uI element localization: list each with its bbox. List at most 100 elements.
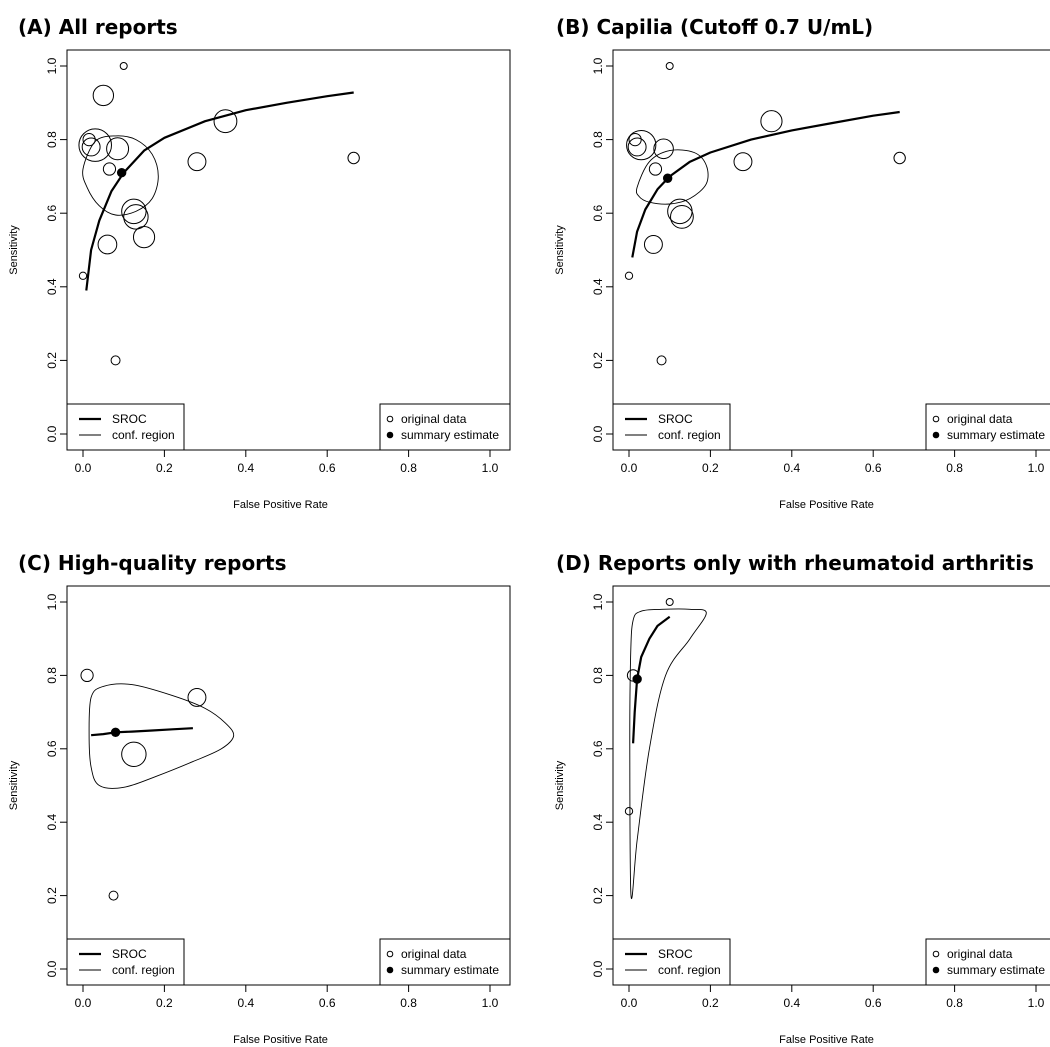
x-tick-label: 1.0 bbox=[482, 996, 499, 1010]
data-point bbox=[123, 204, 149, 230]
x-tick-label: 0.2 bbox=[156, 461, 173, 475]
x-axis-label: False Positive Rate bbox=[779, 499, 874, 511]
legend-label: SROC bbox=[112, 947, 147, 961]
confidence-region bbox=[82, 135, 159, 216]
x-tick-label: 1.0 bbox=[482, 461, 499, 475]
plot-frame bbox=[66, 585, 511, 986]
data-point bbox=[80, 668, 94, 683]
legend-label: summary estimate bbox=[947, 428, 1045, 442]
legend-swatch-original bbox=[932, 415, 940, 423]
y-tick-label: 0.0 bbox=[591, 960, 605, 977]
legend-swatch-summary bbox=[386, 431, 394, 439]
legend-swatch-original bbox=[386, 950, 394, 958]
data-point bbox=[132, 226, 156, 249]
chart-title: (B) Capilia (Cutoff 0.7 U/mL) bbox=[556, 15, 873, 39]
y-tick-label: 0.4 bbox=[591, 278, 605, 295]
data-point bbox=[121, 741, 147, 768]
legend-label: summary estimate bbox=[947, 963, 1045, 977]
legend-right: original data summary estimate bbox=[379, 938, 511, 986]
data-point bbox=[656, 355, 667, 366]
data-point bbox=[643, 235, 663, 254]
x-tick-label: 0.0 bbox=[75, 461, 92, 475]
data-point bbox=[106, 137, 130, 161]
data-point bbox=[670, 204, 694, 229]
plot-area bbox=[80, 668, 235, 901]
sroc-curve bbox=[632, 615, 671, 744]
x-tick-label: 0.2 bbox=[702, 996, 719, 1010]
data-point bbox=[213, 109, 238, 134]
x-axis-label: False Positive Rate bbox=[233, 499, 328, 511]
legend-left: SROC conf. region bbox=[612, 403, 731, 451]
y-tick-label: 0.2 bbox=[591, 887, 605, 904]
sroc-curve bbox=[85, 91, 354, 291]
confidence-region bbox=[629, 608, 707, 899]
x-axis-label: False Positive Rate bbox=[233, 1034, 328, 1046]
data-point bbox=[893, 151, 906, 165]
legend-swatch-summary bbox=[386, 966, 394, 974]
chart-panel-1: (A) All reports 0.0 0.2 0.4 0.6 0.8 1.0 0.0 0.2 0… bbox=[8, 15, 511, 511]
y-tick-label: 1.0 bbox=[591, 57, 605, 74]
x-tick-label: 0.4 bbox=[783, 461, 800, 475]
legend-label: summary estimate bbox=[401, 963, 499, 977]
y-tick-label: 1.0 bbox=[45, 593, 59, 610]
x-tick-label: 0.4 bbox=[237, 461, 254, 475]
y-tick-label: 0.0 bbox=[45, 425, 59, 442]
plot-frame bbox=[612, 585, 1050, 986]
summary-estimate-point bbox=[110, 727, 121, 737]
x-tick-label: 0.0 bbox=[75, 996, 92, 1010]
data-point bbox=[121, 198, 147, 225]
confidence-region bbox=[88, 683, 235, 789]
x-tick-label: 0.6 bbox=[865, 996, 882, 1010]
data-point bbox=[119, 62, 128, 70]
legend-label: SROC bbox=[658, 947, 693, 961]
legend-swatch-original bbox=[386, 415, 394, 423]
y-axis-label: Sensitivity bbox=[554, 760, 566, 810]
data-point bbox=[653, 138, 674, 160]
data-point bbox=[648, 162, 663, 176]
y-tick-label: 0.8 bbox=[591, 131, 605, 148]
data-point bbox=[665, 598, 674, 606]
data-point bbox=[628, 132, 642, 147]
data-point bbox=[665, 62, 674, 70]
data-point bbox=[347, 151, 360, 165]
data-point bbox=[97, 234, 118, 255]
plot-frame bbox=[66, 49, 511, 451]
x-tick-label: 0.4 bbox=[783, 996, 800, 1010]
y-tick-label: 0.4 bbox=[45, 278, 59, 295]
y-tick-label: 0.4 bbox=[591, 814, 605, 831]
chart-title: (A) All reports bbox=[18, 15, 178, 39]
summary-estimate-point bbox=[632, 674, 642, 684]
chart-title: (D) Reports only with rheumatoid arthrit… bbox=[556, 551, 1034, 575]
y-tick-label: 0.6 bbox=[45, 740, 59, 757]
x-axis-label: False Positive Rate bbox=[779, 1034, 874, 1046]
y-tick-label: 0.4 bbox=[45, 814, 59, 831]
legend-label: SROC bbox=[112, 412, 147, 426]
data-point bbox=[624, 271, 634, 280]
confidence-region bbox=[635, 149, 709, 205]
x-tick-label: 0.8 bbox=[400, 461, 417, 475]
data-point bbox=[187, 152, 207, 172]
y-tick-label: 1.0 bbox=[45, 57, 59, 74]
y-tick-label: 0.2 bbox=[45, 887, 59, 904]
x-tick-label: 1.0 bbox=[1028, 996, 1045, 1010]
legend-swatch-original bbox=[932, 950, 940, 958]
plot-area bbox=[624, 62, 906, 366]
legend-label: summary estimate bbox=[401, 428, 499, 442]
x-tick-label: 0.8 bbox=[400, 996, 417, 1010]
sroc-curve bbox=[631, 110, 900, 258]
legend-right: original data summary estimate bbox=[925, 938, 1050, 986]
legend-label: conf. region bbox=[112, 428, 175, 442]
legend-label: original data bbox=[401, 412, 467, 426]
x-tick-label: 0.4 bbox=[237, 996, 254, 1010]
data-point bbox=[624, 807, 634, 816]
legend-right: original data summary estimate bbox=[925, 403, 1050, 451]
plot-area bbox=[624, 598, 707, 899]
summary-estimate-point bbox=[662, 173, 673, 183]
y-tick-label: 0.8 bbox=[45, 667, 59, 684]
data-point bbox=[78, 128, 112, 162]
sroc-curve bbox=[91, 727, 193, 737]
x-tick-label: 0.2 bbox=[156, 996, 173, 1010]
legend-label: conf. region bbox=[112, 963, 175, 977]
legend-right: original data summary estimate bbox=[379, 403, 511, 451]
data-point bbox=[81, 137, 101, 157]
